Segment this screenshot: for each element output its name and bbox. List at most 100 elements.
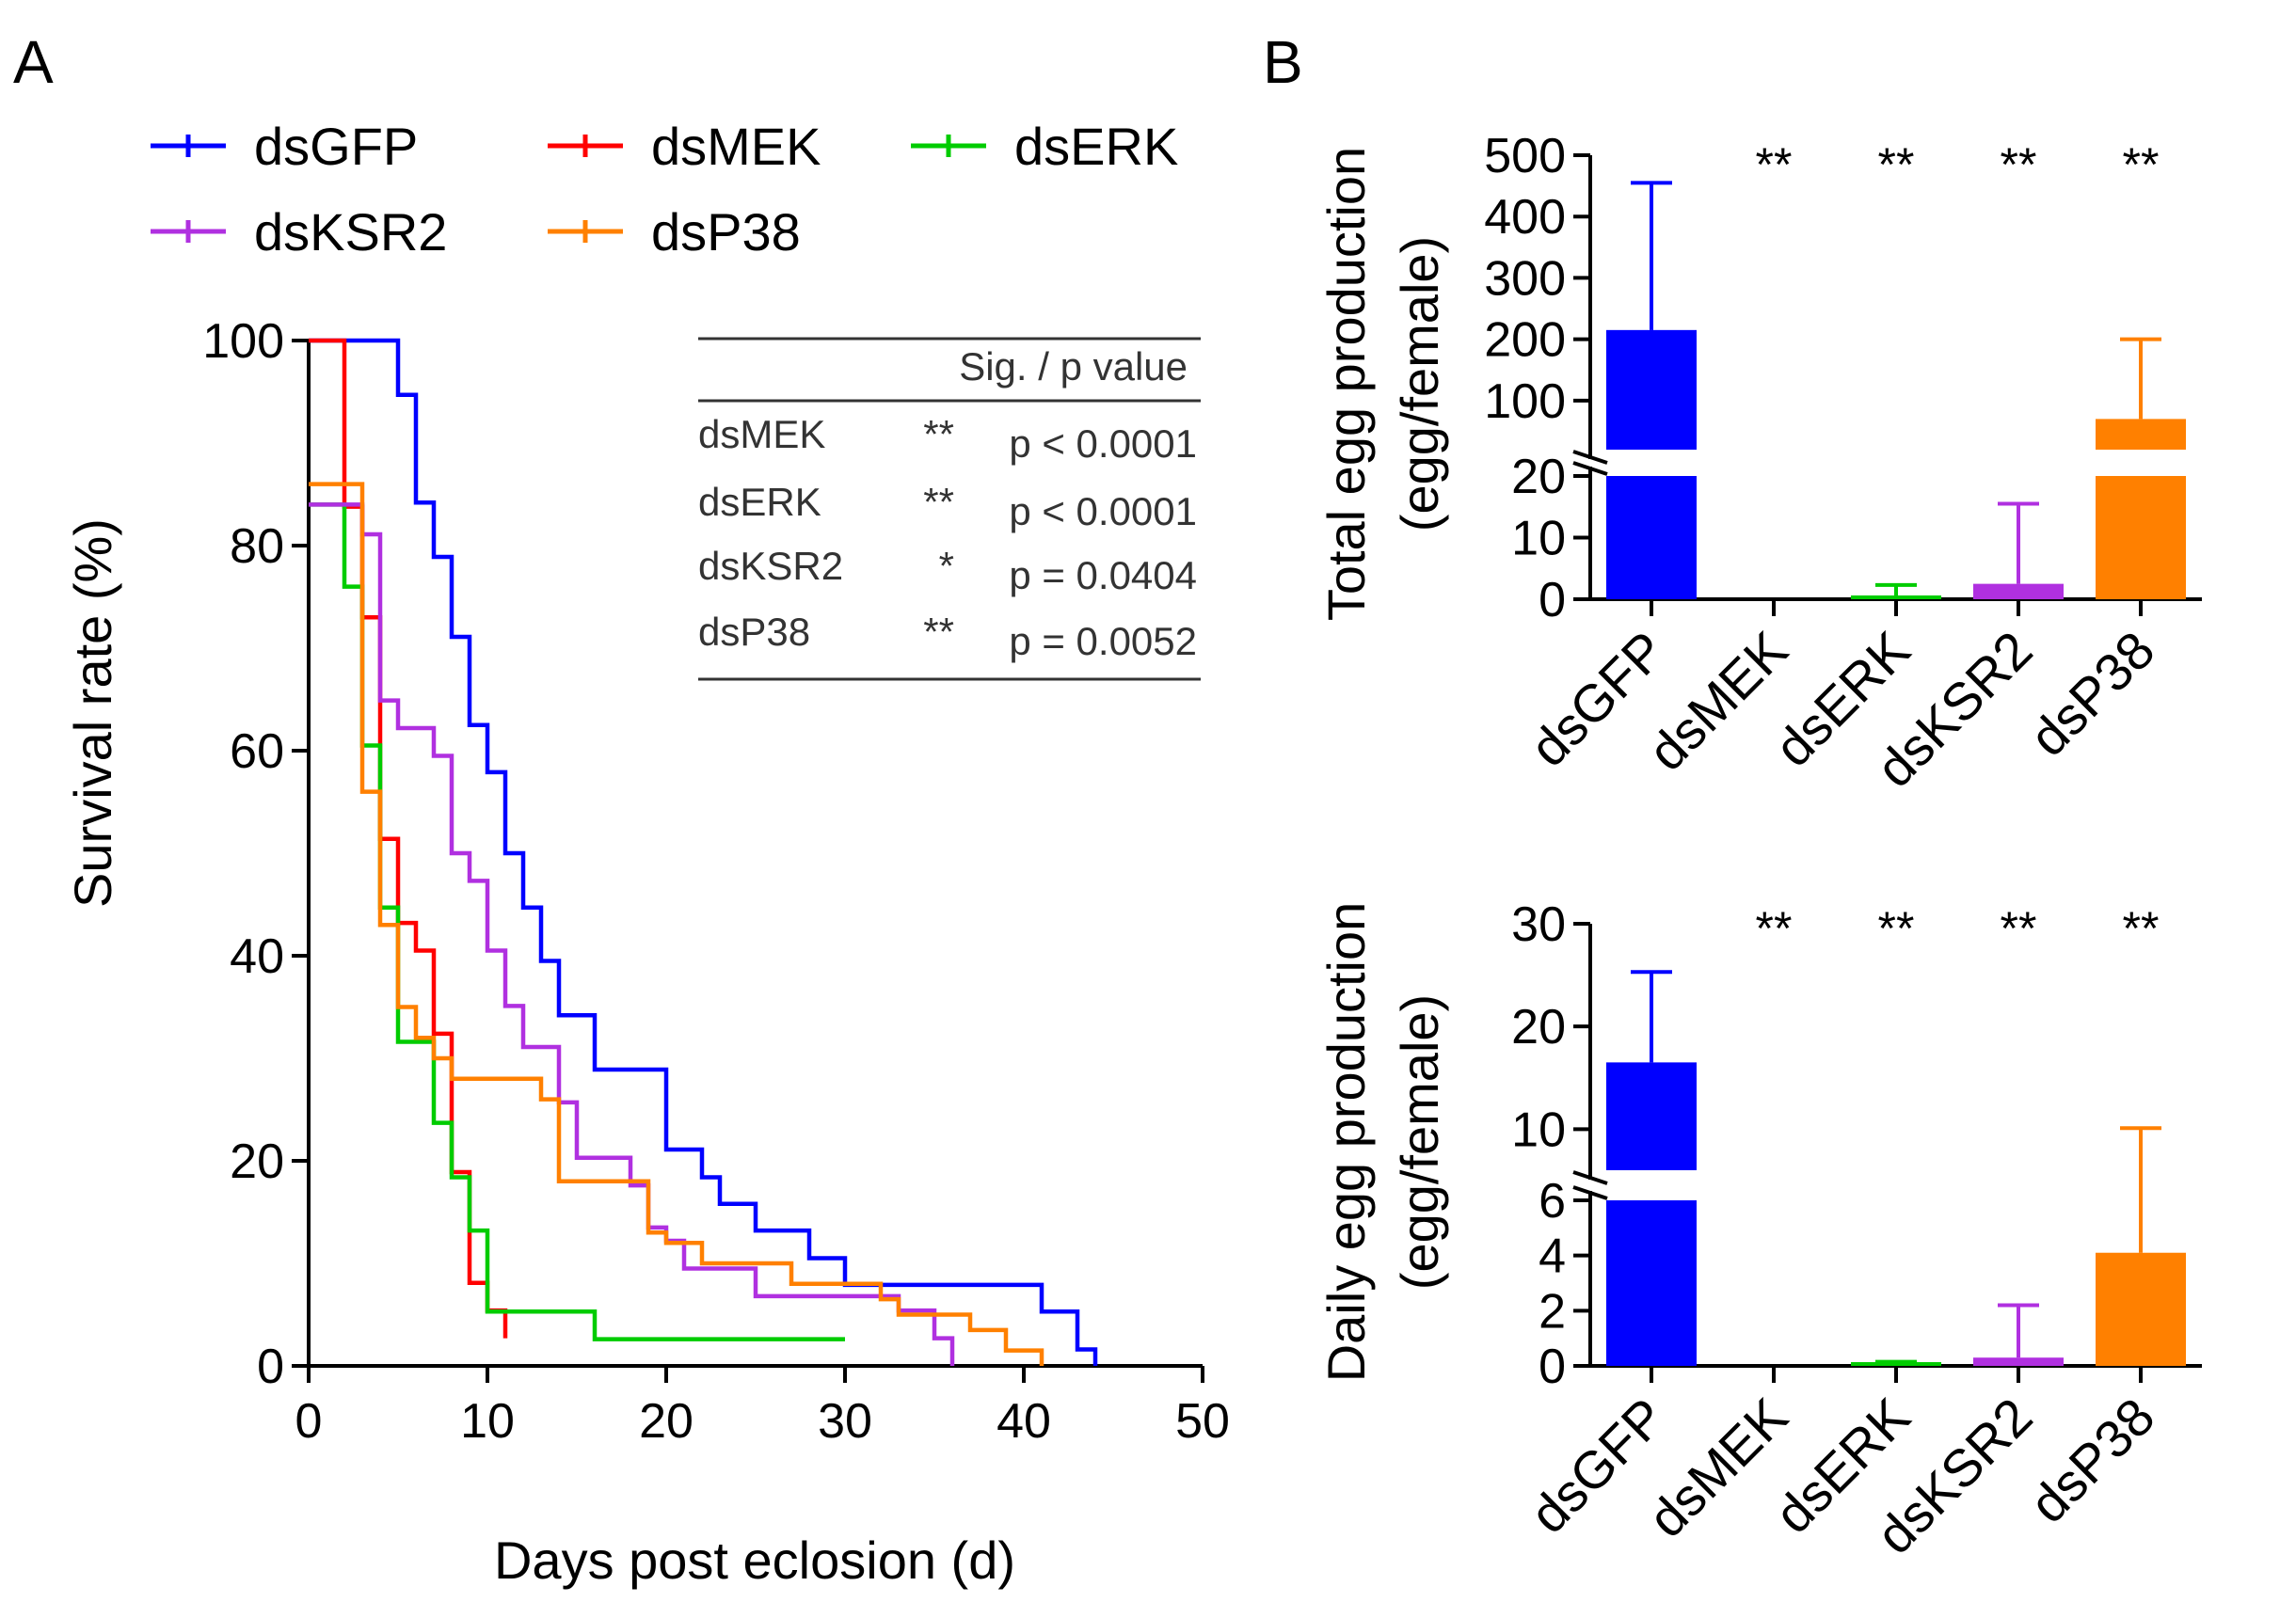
- total-egg-y-tick-label: 100: [1484, 374, 1566, 429]
- legend-item-dsmek: dsMEK: [548, 117, 821, 176]
- total-egg-significance-mark: **: [1878, 138, 1915, 191]
- survival-x-tick-label: 10: [460, 1394, 515, 1449]
- survival-x-tick-label: 0: [295, 1394, 323, 1449]
- total-egg-y-tick-label: 0: [1539, 573, 1566, 627]
- bar-lower-segment: [1606, 476, 1697, 599]
- total-egg-bar-dserk: [1851, 582, 1941, 599]
- survival-axes: 0 20 40 60 80 100 0 10 20 30 40 50: [202, 314, 1230, 1449]
- panel-a-letter: A: [13, 28, 54, 96]
- table-row-p: p < 0.0001: [1009, 421, 1197, 466]
- survival-y-tick-label: 40: [230, 929, 284, 984]
- legend-label: dsMEK: [651, 117, 821, 176]
- survival-curve-dsp38: [309, 482, 1044, 1366]
- total-egg-category-label: dsMEK: [1636, 620, 1798, 782]
- bar: [1973, 583, 2064, 599]
- total-egg-y-tick-label: 10: [1511, 512, 1566, 566]
- survival-y-tick-label: 100: [202, 314, 284, 369]
- survival-y-tick-label: 80: [230, 519, 284, 574]
- daily-egg-y-tick-label: 2: [1539, 1284, 1566, 1339]
- survival-y-tick-label: 60: [230, 724, 284, 779]
- table-row-sig: *: [939, 544, 954, 588]
- total-egg-y-tick-label: 20: [1511, 450, 1566, 504]
- bar-lower-segment: [1606, 1200, 1697, 1366]
- table-header: Sig. / p value: [959, 344, 1188, 389]
- total-egg-y-tick-label: 200: [1484, 313, 1566, 368]
- table-row-p: p = 0.0404: [1009, 553, 1197, 597]
- daily-egg-chart: Daily egg production (egg/female) 10 20 30…: [1316, 897, 2202, 1565]
- legend-label: dsGFP: [254, 117, 418, 176]
- survival-x-tick-label: 30: [818, 1394, 872, 1449]
- total-egg-y-tick-label: 300: [1484, 251, 1566, 306]
- daily-egg-y-axis-unit: (egg/female): [1390, 994, 1449, 1290]
- daily-egg-category-label: dsMEK: [1636, 1387, 1798, 1548]
- table-row: dsMEK ** p < 0.0001: [698, 412, 1197, 466]
- survival-curves: [309, 338, 1098, 1366]
- survival-x-tick-label: 20: [639, 1394, 694, 1449]
- total-egg-bar-dsgfp: [1606, 181, 1697, 599]
- legend-item-dsp38: dsP38: [548, 202, 801, 262]
- table-row-label: dsKSR2: [698, 544, 843, 588]
- daily-egg-y-tick-label: 4: [1539, 1229, 1566, 1284]
- bar-upper-segment: [1606, 1062, 1697, 1170]
- daily-egg-y-tick-label: 0: [1539, 1340, 1566, 1394]
- total-egg-y-tick-label: 400: [1484, 190, 1566, 245]
- table-row-p: p < 0.0001: [1009, 489, 1197, 533]
- total-egg-y-axis-title: Total egg production: [1316, 147, 1376, 621]
- total-egg-category-label: dsP38: [2018, 620, 2166, 768]
- survival-y-axis-title: Survival rate (%): [63, 518, 122, 908]
- total-egg-significance-mark: **: [1756, 138, 1793, 191]
- total-egg-axis-break-mark: [1572, 450, 1608, 465]
- panel-b-letter: B: [1263, 28, 1303, 96]
- daily-egg-bar-dsp38: [2096, 1126, 2186, 1366]
- table-row-label: dsERK: [698, 480, 821, 524]
- daily-egg-bar-dsksr2: [1973, 1303, 2064, 1366]
- survival-curve-dsgfp: [309, 338, 1098, 1366]
- daily-egg-y-tick-label: 20: [1511, 1000, 1566, 1055]
- total-egg-chart: Total egg production (egg/female) 100200…: [1316, 129, 2202, 799]
- daily-egg-bar-dsgfp: [1606, 970, 1697, 1366]
- table-row-sig: **: [923, 610, 954, 654]
- survival-y-tick-label: 0: [257, 1340, 284, 1394]
- table-row-label: dsMEK: [698, 412, 825, 456]
- survival-legend: dsGFP dsMEK dsERK dsKSR2 dsP38: [151, 117, 1178, 262]
- survival-x-tick-label: 40: [997, 1394, 1051, 1449]
- survival-curve-dsksr2: [309, 502, 955, 1366]
- daily-egg-y-tick-label: 6: [1539, 1174, 1566, 1229]
- table-row: dsP38 ** p = 0.0052: [698, 610, 1197, 663]
- legend-item-dsksr2: dsKSR2: [151, 202, 447, 262]
- daily-egg-axis-break-mark: [1572, 1185, 1608, 1200]
- table-row-sig: **: [923, 412, 954, 456]
- bar-upper-segment: [1606, 329, 1697, 450]
- table-row: dsKSR2 * p = 0.0404: [698, 544, 1197, 597]
- survival-curve-dsmek: [309, 338, 508, 1339]
- daily-egg-significance-mark: **: [1878, 902, 1915, 955]
- legend-label: dsKSR2: [254, 202, 447, 262]
- total-egg-significance-mark: **: [2001, 138, 2037, 191]
- daily-egg-significance-mark: **: [2001, 902, 2037, 955]
- significance-table: Sig. / p value dsMEK ** p < 0.0001 dsERK ** p …: [698, 337, 1201, 681]
- total-egg-significance-mark: **: [2123, 138, 2160, 191]
- table-row-sig: **: [923, 480, 954, 524]
- table-row-p: p = 0.0052: [1009, 619, 1197, 663]
- total-egg-bar-dsksr2: [1973, 501, 2064, 599]
- survival-x-axis-title: Days post eclosion (d): [494, 1531, 1015, 1590]
- daily-egg-significance-mark: **: [2123, 902, 2160, 955]
- table-row: dsERK ** p < 0.0001: [698, 480, 1197, 533]
- total-egg-bar-dsp38: [2096, 337, 2186, 599]
- daily-egg-bar-dserk: [1851, 1359, 1941, 1366]
- daily-egg-significance-mark: **: [1756, 902, 1793, 955]
- legend-item-dsgfp: dsGFP: [151, 117, 418, 176]
- total-egg-y-tick-label: 500: [1484, 129, 1566, 183]
- daily-egg-y-tick-label: 30: [1511, 897, 1566, 952]
- bar-lower-segment: [2096, 476, 2186, 599]
- daily-egg-y-tick-label: 10: [1511, 1102, 1566, 1157]
- table-row-label: dsP38: [698, 610, 810, 654]
- daily-egg-category-label: dsP38: [2018, 1387, 2166, 1534]
- bar: [1973, 1357, 2064, 1366]
- survival-x-tick-label: 50: [1175, 1394, 1230, 1449]
- survival-y-tick-label: 20: [230, 1134, 284, 1189]
- total-egg-axis-break-mark: [1572, 461, 1608, 476]
- bar-upper-segment: [2096, 419, 2186, 450]
